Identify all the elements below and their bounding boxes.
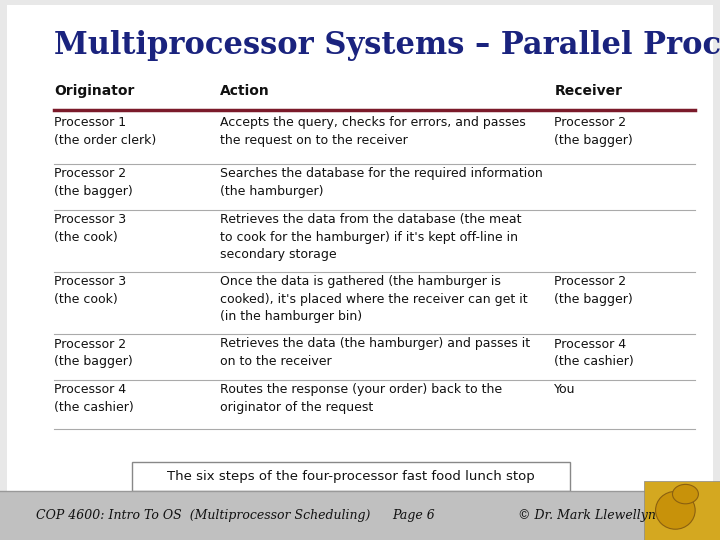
Text: Processor 1
(the order clerk): Processor 1 (the order clerk) — [54, 116, 156, 146]
Circle shape — [672, 484, 698, 504]
FancyBboxPatch shape — [7, 5, 713, 491]
FancyBboxPatch shape — [0, 491, 720, 540]
Text: Accepts the query, checks for errors, and passes
the request on to the receiver: Accepts the query, checks for errors, an… — [220, 116, 526, 146]
Text: © Dr. Mark Llewellyn: © Dr. Mark Llewellyn — [518, 509, 656, 522]
Text: Processor 3
(the cook): Processor 3 (the cook) — [54, 213, 126, 244]
Ellipse shape — [656, 491, 696, 529]
Text: Processor 2
(the bagger): Processor 2 (the bagger) — [54, 167, 132, 198]
Text: Action: Action — [220, 84, 269, 98]
Text: COP 4600: Intro To OS  (Multiprocessor Scheduling): COP 4600: Intro To OS (Multiprocessor Sc… — [36, 509, 370, 522]
Text: You: You — [554, 383, 576, 396]
Text: Retrieves the data from the database (the meat
to cook for the hamburger) if it': Retrieves the data from the database (th… — [220, 213, 521, 261]
Text: Multiprocessor Systems – Parallel Processing: Multiprocessor Systems – Parallel Proces… — [54, 30, 720, 60]
Text: Processor 2
(the bagger): Processor 2 (the bagger) — [54, 338, 132, 368]
FancyBboxPatch shape — [132, 462, 570, 491]
Text: Processor 2
(the bagger): Processor 2 (the bagger) — [554, 116, 633, 146]
Text: Processor 4
(the cashier): Processor 4 (the cashier) — [554, 338, 634, 368]
Text: Receiver: Receiver — [554, 84, 622, 98]
Text: Processor 3
(the cook): Processor 3 (the cook) — [54, 275, 126, 306]
Text: Originator: Originator — [54, 84, 135, 98]
Text: Processor 4
(the cashier): Processor 4 (the cashier) — [54, 383, 134, 414]
Text: Searches the database for the required information
(the hamburger): Searches the database for the required i… — [220, 167, 542, 198]
Text: Once the data is gathered (the hamburger is
cooked), it's placed where the recei: Once the data is gathered (the hamburger… — [220, 275, 527, 323]
Text: Page 6: Page 6 — [392, 509, 436, 522]
Text: The six steps of the four-processor fast food lunch stop: The six steps of the four-processor fast… — [167, 470, 534, 483]
FancyBboxPatch shape — [644, 481, 720, 540]
Text: Processor 2
(the bagger): Processor 2 (the bagger) — [554, 275, 633, 306]
Text: Retrieves the data (the hamburger) and passes it
on to the receiver: Retrieves the data (the hamburger) and p… — [220, 338, 530, 368]
Text: Routes the response (your order) back to the
originator of the request: Routes the response (your order) back to… — [220, 383, 502, 414]
